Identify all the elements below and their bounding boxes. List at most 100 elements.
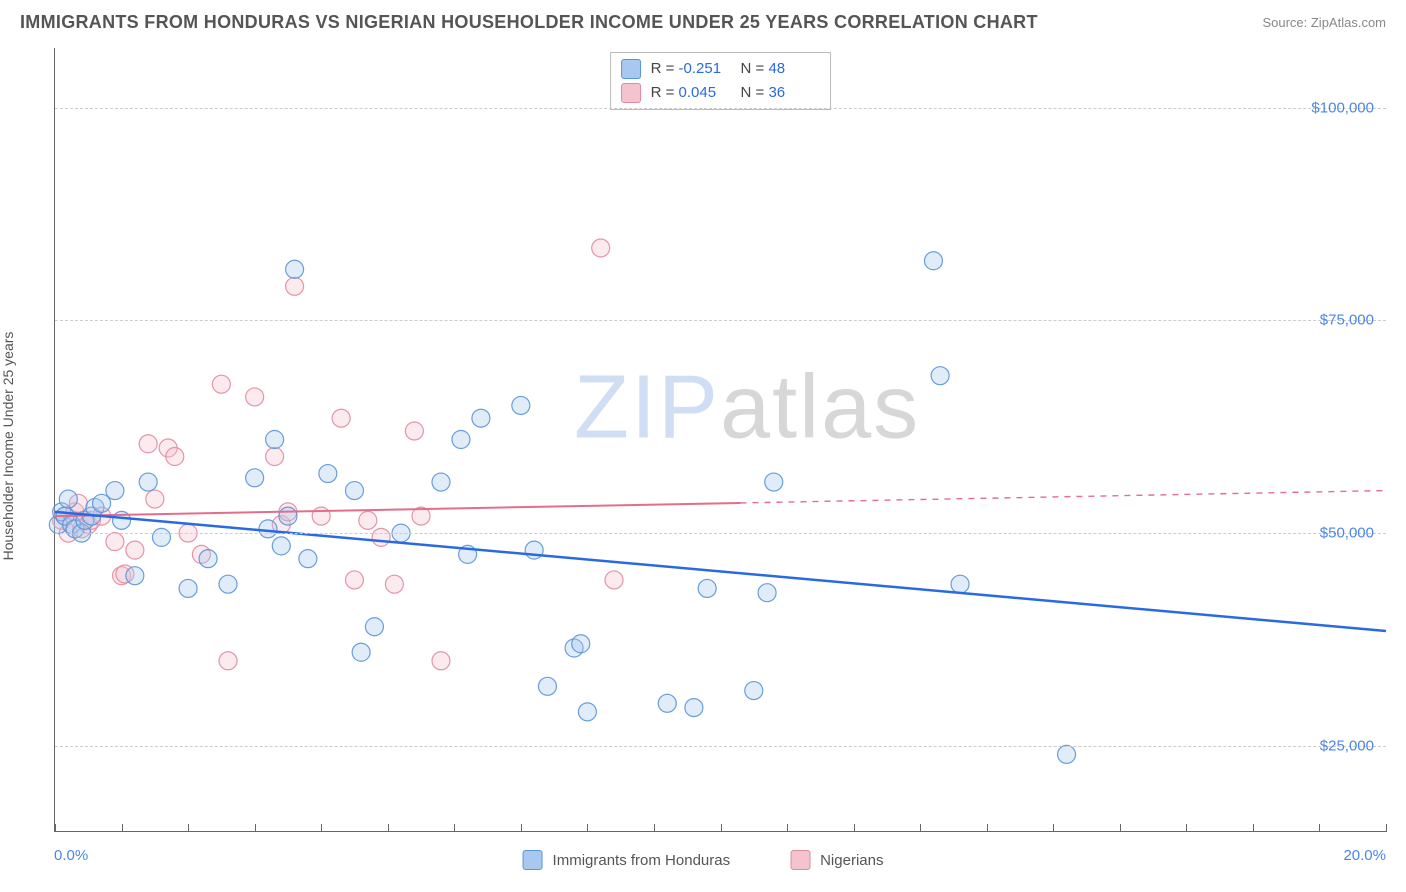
data-point: [259, 520, 277, 538]
legend-item-nigerians: Nigerians: [790, 850, 883, 870]
data-point: [452, 431, 470, 449]
swatch-nigerians-icon: [790, 850, 810, 870]
data-point: [372, 528, 390, 546]
data-point: [572, 635, 590, 653]
x-tick: [388, 824, 389, 832]
data-point: [432, 473, 450, 491]
x-tick: [255, 824, 256, 832]
data-point: [126, 567, 144, 585]
data-point: [166, 448, 184, 466]
gridline: [55, 320, 1386, 321]
x-tick-min: 0.0%: [54, 847, 88, 864]
x-tick: [987, 824, 988, 832]
data-point: [538, 677, 556, 695]
data-point: [106, 482, 124, 500]
y-tick-label: $75,000: [1320, 312, 1374, 329]
data-point: [765, 473, 783, 491]
data-point: [698, 579, 716, 597]
data-point: [685, 699, 703, 717]
chart-title: IMMIGRANTS FROM HONDURAS VS NIGERIAN HOU…: [20, 12, 1038, 33]
data-point: [126, 541, 144, 559]
x-tick: [1253, 824, 1254, 832]
x-tick: [122, 824, 123, 832]
x-tick: [1186, 824, 1187, 832]
data-point: [365, 618, 383, 636]
data-point: [146, 490, 164, 508]
legend: Immigrants from Honduras Nigerians: [523, 850, 884, 870]
data-point: [472, 409, 490, 427]
y-tick-label: $100,000: [1311, 99, 1374, 116]
data-point: [106, 533, 124, 551]
data-point: [592, 239, 610, 257]
trend-line-dashed: [740, 491, 1386, 503]
data-point: [212, 375, 230, 393]
gridline: [55, 746, 1386, 747]
data-point: [385, 575, 403, 593]
data-point: [345, 482, 363, 500]
x-tick: [787, 824, 788, 832]
data-point: [219, 575, 237, 593]
source-label: Source: ZipAtlas.com: [1262, 15, 1386, 30]
x-tick: [1053, 824, 1054, 832]
data-point: [312, 507, 330, 525]
x-tick: [188, 824, 189, 832]
data-point: [199, 550, 217, 568]
data-point: [432, 652, 450, 670]
gridline: [55, 108, 1386, 109]
chart-plot-area: ZIPatlas R = -0.251 N = 48 R = 0.045 N =…: [54, 48, 1386, 832]
data-point: [1058, 745, 1076, 763]
x-tick: [521, 824, 522, 832]
x-tick: [920, 824, 921, 832]
data-point: [59, 490, 77, 508]
y-tick-label: $25,000: [1320, 737, 1374, 754]
data-point: [924, 252, 942, 270]
data-point: [578, 703, 596, 721]
data-point: [219, 652, 237, 670]
x-tick: [454, 824, 455, 832]
x-tick: [1386, 824, 1387, 832]
legend-label: Immigrants from Honduras: [553, 852, 731, 869]
x-tick: [1120, 824, 1121, 832]
data-point: [405, 422, 423, 440]
data-point: [266, 431, 284, 449]
data-point: [605, 571, 623, 589]
gridline: [55, 533, 1386, 534]
x-tick-max: 20.0%: [1343, 847, 1386, 864]
data-point: [246, 388, 264, 406]
x-tick: [654, 824, 655, 832]
data-point: [286, 277, 304, 295]
data-point: [272, 537, 290, 555]
data-point: [266, 448, 284, 466]
data-point: [951, 575, 969, 593]
data-point: [286, 260, 304, 278]
data-point: [745, 682, 763, 700]
trend-line: [55, 512, 1386, 631]
data-point: [152, 528, 170, 546]
data-point: [139, 473, 157, 491]
data-point: [345, 571, 363, 589]
data-point: [279, 507, 297, 525]
data-point: [139, 435, 157, 453]
data-point: [179, 579, 197, 597]
data-point: [246, 469, 264, 487]
data-point: [352, 643, 370, 661]
legend-label: Nigerians: [820, 852, 883, 869]
data-point: [512, 396, 530, 414]
data-point: [359, 511, 377, 529]
scatter-svg: [55, 48, 1386, 831]
y-tick-label: $50,000: [1320, 525, 1374, 542]
data-point: [931, 367, 949, 385]
x-tick: [321, 824, 322, 832]
x-tick: [587, 824, 588, 832]
data-point: [319, 465, 337, 483]
legend-item-honduras: Immigrants from Honduras: [523, 850, 731, 870]
x-tick: [55, 824, 56, 832]
swatch-honduras-icon: [523, 850, 543, 870]
x-tick: [854, 824, 855, 832]
x-tick: [721, 824, 722, 832]
data-point: [658, 694, 676, 712]
data-point: [299, 550, 317, 568]
data-point: [332, 409, 350, 427]
x-tick: [1319, 824, 1320, 832]
data-point: [758, 584, 776, 602]
